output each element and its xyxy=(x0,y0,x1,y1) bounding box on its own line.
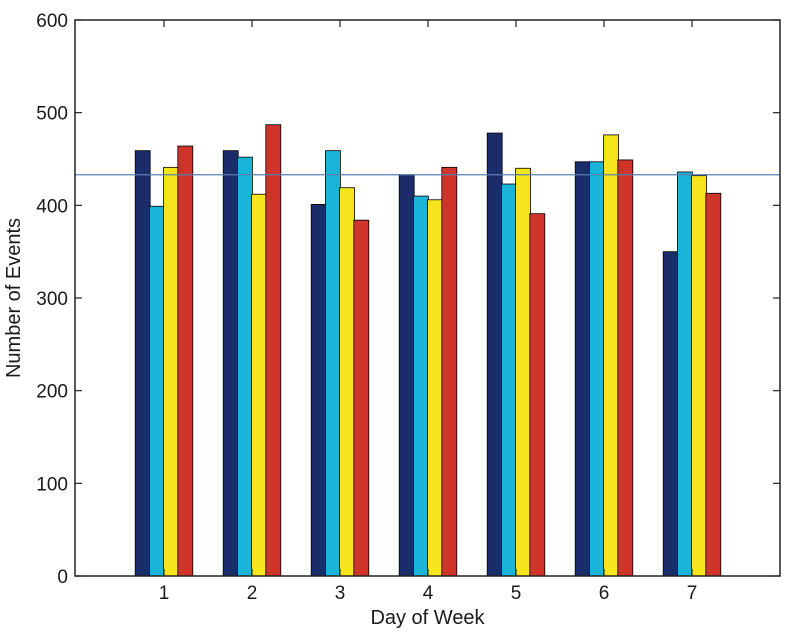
bar-series4-day7 xyxy=(705,192,722,577)
bar-series4-day5 xyxy=(529,213,546,577)
x-tick-label: 5 xyxy=(511,583,522,604)
x-tick-label: 3 xyxy=(335,583,346,604)
bar-series2-day1 xyxy=(148,205,165,577)
bar-series3-day6 xyxy=(603,134,619,577)
x-axis-title: Day of Week xyxy=(370,607,485,629)
bar-series3-day3 xyxy=(339,187,356,577)
y-tick-label: 600 xyxy=(36,11,68,32)
bar-series1-day3 xyxy=(310,204,327,577)
x-tick-label: 2 xyxy=(247,583,258,604)
bars-layer xyxy=(134,124,722,577)
y-tick-label: 500 xyxy=(36,104,68,125)
bar-series4-day1 xyxy=(177,145,194,577)
y-tick-label: 0 xyxy=(57,567,68,588)
x-tick-label: 6 xyxy=(599,583,610,604)
bar-series3-day5 xyxy=(515,167,531,577)
x-axis-ticks: 1 2 3 4 5 6 7 xyxy=(159,20,698,604)
y-tick-label: 400 xyxy=(36,196,68,217)
bar-series2-day6 xyxy=(589,161,605,577)
bar-series1-day7 xyxy=(662,251,679,577)
bar-series2-day5 xyxy=(500,183,517,577)
bar-series3-day1 xyxy=(163,166,180,577)
x-tick-label: 1 xyxy=(159,583,170,604)
bar-series2-day2 xyxy=(236,156,253,577)
x-tick-label: 4 xyxy=(423,583,434,604)
bar-series1-day1 xyxy=(134,150,151,577)
y-axis-ticks: 0 100 200 300 400 500 600 xyxy=(36,11,780,588)
bar-series3-day4 xyxy=(427,199,444,577)
bar-series1-day4 xyxy=(398,174,415,577)
bar-series2-day3 xyxy=(324,150,341,577)
bar-series3-day7 xyxy=(691,175,707,577)
bar-series1-day2 xyxy=(222,150,239,577)
bar-series4-day2 xyxy=(265,124,282,577)
x-tick-label: 7 xyxy=(687,583,698,604)
bar-series3-day2 xyxy=(251,193,268,577)
bar-series1-day6 xyxy=(574,161,591,577)
bar-series4-day3 xyxy=(353,219,370,577)
y-tick-label: 300 xyxy=(36,289,68,310)
bar-series2-day7 xyxy=(677,171,693,577)
bar-series4-day6 xyxy=(617,159,634,577)
bar-series4-day4 xyxy=(441,166,458,577)
bar-series1-day5 xyxy=(486,132,503,577)
y-axis-title: Number of Events xyxy=(3,218,25,378)
y-tick-label: 200 xyxy=(36,382,68,403)
y-tick-label: 100 xyxy=(36,474,68,495)
bar-series2-day4 xyxy=(412,195,429,577)
